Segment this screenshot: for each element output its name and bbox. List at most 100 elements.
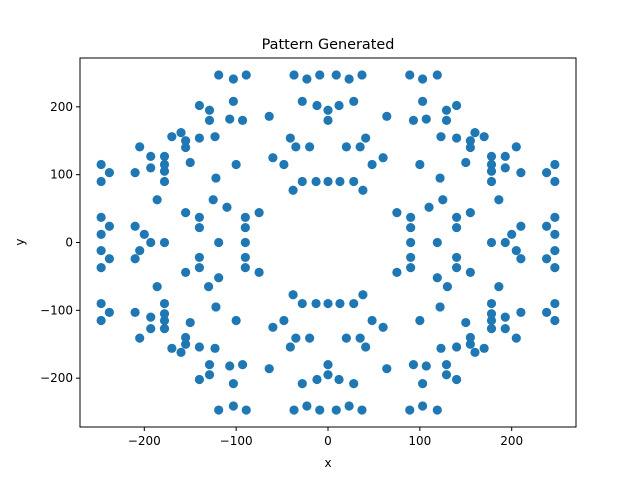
data-point [104,254,114,264]
data-point [146,237,156,248]
data-point [96,176,106,187]
data-point [465,142,475,153]
data-point [231,159,241,170]
data-point [406,262,416,273]
data-point [516,168,526,178]
data-point [550,229,560,239]
data-point [214,237,224,248]
data-point [486,324,497,334]
data-point [222,202,232,212]
y-tick-label: 0 [65,236,73,250]
data-point [214,273,224,283]
data-point [418,401,428,411]
data-point [341,333,351,343]
data-point [176,347,186,357]
data-point [461,317,471,328]
data-point [424,202,434,212]
data-point [225,114,235,124]
data-point [285,133,295,143]
data-point [204,105,215,115]
data-point [479,343,489,353]
data-point [451,342,462,352]
data-point [516,307,526,317]
x-tick-label: 200 [500,434,523,448]
data-point [176,128,186,138]
data-point [500,324,510,334]
data-point [297,378,307,389]
data-point [382,364,392,374]
data-point [367,315,377,326]
data-point [305,142,315,152]
data-point [96,262,106,273]
data-point [516,254,526,264]
data-point [297,298,307,309]
data-point [357,70,367,80]
y-tick-label: −200 [40,371,73,385]
data-point [181,332,191,343]
data-point [96,212,106,223]
data-point [167,132,177,142]
data-point [461,157,471,168]
data-point [500,237,510,248]
data-point [228,401,238,411]
data-point [159,159,170,170]
data-point [268,153,278,163]
data-point [500,151,510,161]
data-point [208,195,218,205]
data-point [185,317,195,328]
data-point [344,401,354,411]
data-point [465,332,475,343]
data-point [451,212,462,223]
data-point [288,185,298,195]
data-point [135,142,145,152]
data-point [194,133,205,143]
data-point [451,100,462,111]
data-point [159,309,170,319]
chart-title: Pattern Generated [262,37,395,53]
data-point [264,364,274,374]
data-point [550,315,560,326]
data-point [406,252,416,263]
data-point [441,359,452,370]
data-point [500,163,510,173]
data-point [167,343,177,353]
data-point [241,70,251,80]
data-point [479,132,489,142]
data-point [436,132,446,142]
data-point [323,298,333,309]
data-point [285,342,295,352]
data-point [435,173,445,183]
data-point [214,70,224,80]
data-point [341,142,351,152]
data-point [312,374,322,385]
data-point [240,212,250,223]
data-point [486,176,497,187]
data-point [135,333,145,343]
data-point [511,333,521,343]
data-point [438,195,448,205]
data-point [104,168,114,178]
data-point [289,70,299,80]
x-axis-ticks: −200 −100 0 100 200 [128,427,523,448]
data-point [392,267,402,277]
data-point [349,298,359,309]
data-point [344,74,354,84]
data-point [470,128,480,138]
data-point [486,159,497,170]
data-point [451,222,462,233]
data-point [152,281,162,292]
data-point [358,185,368,195]
data-point [432,237,442,248]
data-point [146,163,156,173]
data-point [237,359,248,370]
data-point [435,302,445,312]
data-point [315,405,325,415]
data-point [550,246,560,256]
data-point [511,142,521,152]
data-point [194,342,205,352]
data-point [240,262,250,273]
data-point [355,142,365,152]
